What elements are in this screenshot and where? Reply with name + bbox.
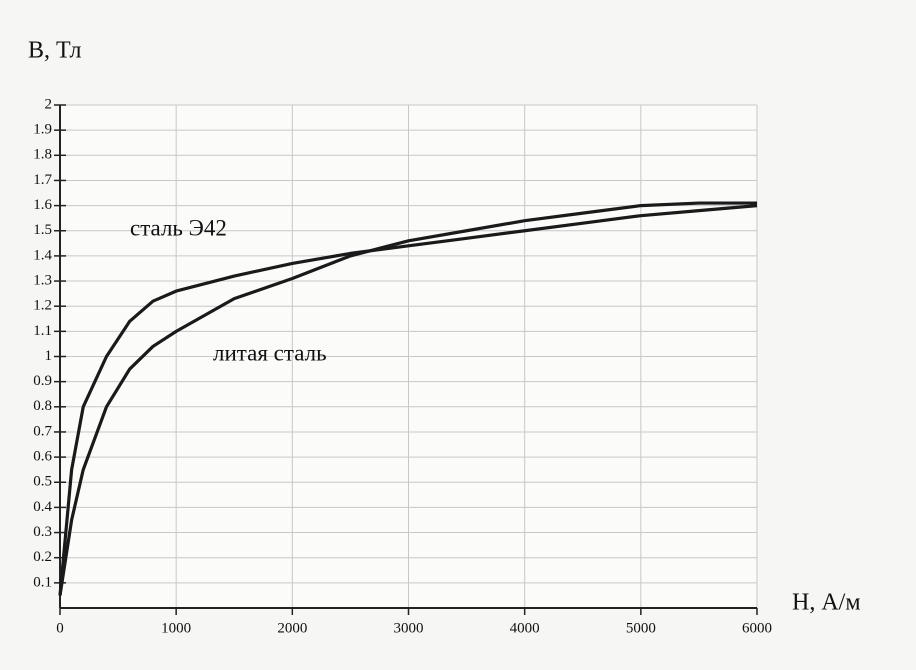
y-tick-label: 0.6: [33, 449, 52, 465]
series-label: литая сталь: [213, 340, 327, 365]
y-tick-label: 0.1: [33, 574, 52, 590]
x-tick-label: 6000: [742, 620, 772, 636]
y-tick-label: 0.7: [33, 423, 52, 439]
y-tick-label: 0.4: [33, 499, 52, 515]
y-tick-label: 1.6: [33, 197, 52, 213]
y-axis-label: B, Тл: [28, 38, 81, 64]
y-tick-label: 0.9: [33, 373, 52, 389]
x-tick-label: 3000: [394, 620, 424, 636]
y-tick-label: 0.3: [33, 524, 52, 540]
y-tick-label: 1.7: [33, 172, 52, 188]
x-tick-label: 5000: [626, 620, 656, 636]
y-tick-label: 1.4: [33, 247, 52, 263]
y-tick-label: 1.5: [33, 222, 52, 238]
y-tick-label: 1.8: [33, 147, 52, 163]
y-tick-label: 1.1: [33, 323, 52, 339]
y-tick-label: 1.9: [33, 122, 52, 138]
x-axis-label: H, А/м: [792, 590, 861, 616]
y-tick-label: 1.3: [33, 272, 52, 288]
y-tick-label: 2: [45, 96, 53, 112]
x-tick-label: 2000: [277, 620, 307, 636]
x-tick-label: 0: [56, 620, 64, 636]
data-line: [58, 201, 757, 596]
y-tick-label: 1: [45, 348, 53, 364]
x-tick-label: 1000: [161, 620, 191, 636]
y-tick-label: 0.8: [33, 398, 52, 414]
y-tick-label: 0.2: [33, 549, 52, 565]
y-tick-label: 1.2: [33, 298, 52, 314]
series-label: сталь Э42: [130, 215, 227, 240]
y-tick-label: 0.5: [33, 474, 52, 490]
data-line: [58, 204, 758, 596]
x-tick-label: 4000: [510, 620, 540, 636]
